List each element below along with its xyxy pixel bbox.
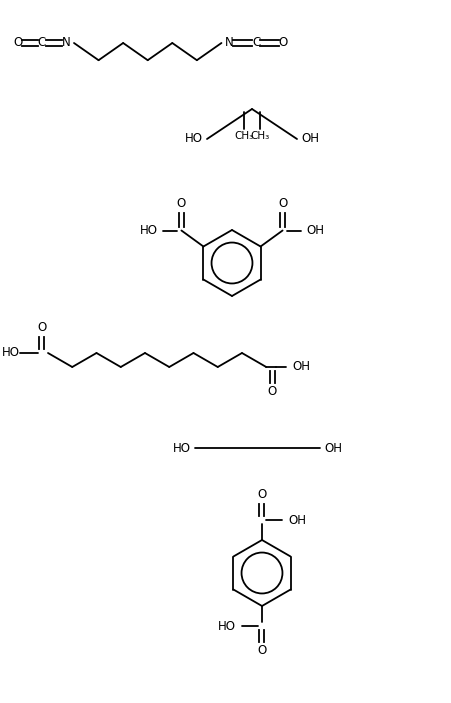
Text: HO: HO: [184, 132, 202, 146]
Text: C: C: [38, 37, 46, 49]
Text: HO: HO: [217, 619, 235, 633]
Text: N: N: [225, 37, 233, 49]
Text: CH₃: CH₃: [250, 131, 269, 141]
Text: O: O: [176, 197, 186, 210]
Text: O: O: [257, 645, 266, 657]
Text: O: O: [37, 321, 46, 335]
Text: OH: OH: [323, 441, 341, 455]
Text: OH: OH: [292, 361, 309, 373]
Text: O: O: [278, 37, 287, 49]
Text: OH: OH: [300, 132, 318, 146]
Text: CH₃: CH₃: [234, 131, 253, 141]
Text: O: O: [257, 489, 266, 501]
Text: O: O: [277, 197, 286, 210]
Text: OH: OH: [287, 513, 305, 527]
Text: O: O: [267, 385, 276, 399]
Text: OH: OH: [306, 224, 324, 237]
Text: HO: HO: [139, 224, 157, 237]
Text: O: O: [14, 37, 23, 49]
Text: C: C: [252, 37, 260, 49]
Text: N: N: [61, 37, 70, 49]
Text: HO: HO: [173, 441, 191, 455]
Text: HO: HO: [2, 347, 20, 359]
